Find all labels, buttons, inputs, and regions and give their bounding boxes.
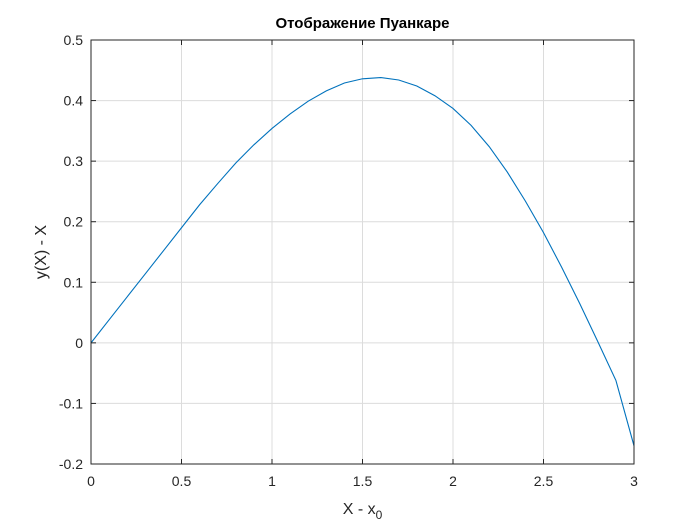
y-tick-label: 0.5 [64,32,84,48]
x-axis-label: X - x0 [343,501,383,522]
y-tick-label: 0.2 [64,214,84,230]
x-tick-label: 2.5 [534,473,554,489]
grid [90,39,635,465]
y-axis-label: y(X) - X [33,225,50,280]
y-tick-label: 0.1 [64,274,84,290]
x-tick-label: 1 [268,473,276,489]
x-tick-label: 0.5 [172,473,192,489]
ticks: 0 0.5 1 1.5 2 2.5 3 -0.2 -0.1 0 0.1 0.2 0.3 0.4 0.5 [59,32,638,489]
chart-title: Отображение Пуанкаре [275,15,449,32]
y-tick-label: 0.3 [64,153,84,169]
y-tick-label: 0 [75,335,83,351]
x-tick-label: 0 [87,473,95,489]
x-tick-label: 3 [630,473,638,489]
series-layer [90,76,635,446]
x-axis-label-text: X - x [343,501,376,518]
y-tick-label: 0.4 [64,93,84,109]
x-axis-label-subscript: 0 [376,508,383,522]
y-tick-label: -0.1 [59,395,83,411]
x-tick-label: 1.5 [353,473,373,489]
series-line [90,76,635,446]
x-tick-label: 2 [449,473,457,489]
y-tick-label: -0.2 [59,456,83,472]
